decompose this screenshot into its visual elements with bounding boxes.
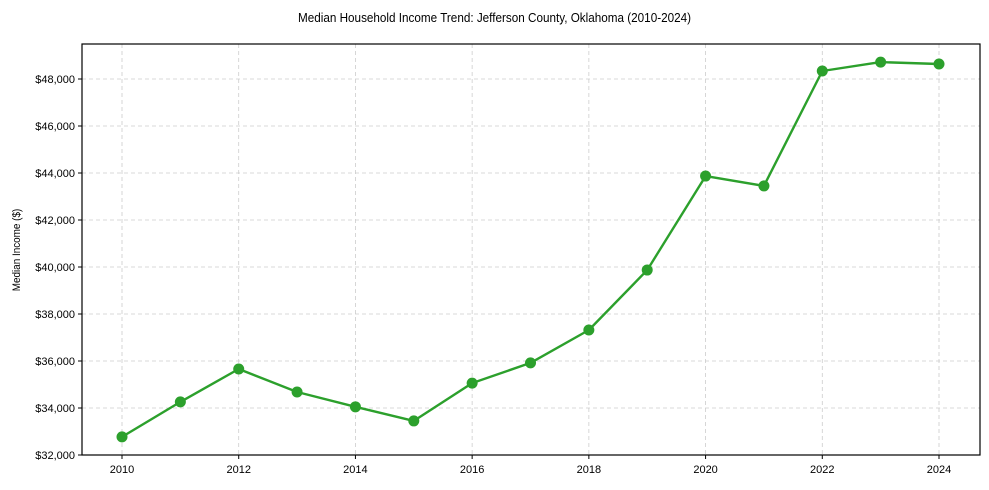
y-tick-label: $36,000	[35, 356, 75, 368]
y-axis: $32,000 $34,000 $36,000 $38,000 $40,000 $42,0…	[35, 74, 82, 462]
data-point-2014	[349, 401, 361, 413]
y-tick-label: $44,000	[35, 168, 75, 180]
x-tick-label: 2014	[343, 464, 367, 476]
plot-frame	[81, 43, 981, 456]
data-series	[116, 56, 945, 443]
data-point-2016	[466, 377, 478, 389]
data-point-2010	[116, 431, 128, 443]
y-tick-label: $42,000	[35, 215, 75, 227]
grid-lines	[82, 44, 980, 456]
x-tick-label: 2020	[693, 464, 717, 476]
data-point-2011	[174, 396, 186, 408]
x-tick-label: 2022	[810, 464, 834, 476]
y-tick-label: $40,000	[35, 262, 75, 274]
chart-title: Median Household Income Trend: Jefferson…	[297, 10, 692, 25]
y-tick-label: $46,000	[35, 121, 75, 133]
data-point-2015	[408, 415, 420, 427]
x-tick-label: 2024	[927, 464, 951, 476]
y-tick-label: $38,000	[35, 309, 75, 321]
y-tick-label: $34,000	[35, 403, 75, 415]
data-point-2013	[291, 386, 303, 398]
data-point-2012	[233, 363, 245, 375]
y-tick-label: $32,000	[35, 450, 75, 462]
x-tick-label: 2012	[226, 464, 250, 476]
data-point-2022	[816, 65, 828, 77]
x-tick-label: 2010	[110, 464, 134, 476]
income-line	[121, 60, 940, 438]
x-tick-label: 2018	[577, 464, 601, 476]
y-tick-label: $48,000	[35, 74, 75, 86]
x-axis: 2010 2012 2014 2016 2018 2020 2022 2024	[110, 455, 951, 476]
data-point-2017	[525, 357, 536, 369]
x-tick-label: 2016	[460, 464, 484, 476]
data-point-2021	[758, 180, 770, 192]
data-point-2024	[933, 58, 945, 70]
data-point-2019	[641, 264, 653, 276]
data-point-2020	[700, 170, 712, 182]
data-point-2023	[875, 56, 887, 68]
data-point-2018	[583, 324, 595, 336]
